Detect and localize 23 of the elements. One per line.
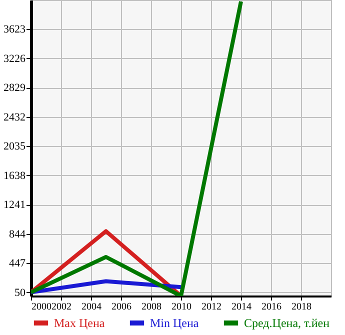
y-tick-label: 2432 [4, 111, 26, 124]
x-tick-label: 2006 [112, 302, 132, 312]
x-tick-label: 2016 [262, 302, 282, 312]
y-tick-label: 50 [14, 286, 26, 299]
x-tick-label: 2018 [292, 302, 312, 312]
y-tick-label: 1638 [4, 170, 26, 182]
x-tick-label: 2002 [52, 302, 72, 312]
y-tick-label: 844 [9, 228, 26, 240]
x-tick-label: 2012 [202, 302, 222, 312]
x-tick-label: 2010 [172, 302, 192, 312]
x-tick-label: 2000 [32, 302, 52, 312]
y-tick-label: 2829 [4, 82, 26, 94]
legend-label: Min Цена [150, 316, 200, 330]
y-tick-label: 1241 [4, 199, 26, 212]
x-tick-label: 2014 [232, 302, 252, 312]
y-tick-label: 2035 [4, 140, 26, 153]
y-tick-label: 3226 [4, 52, 26, 65]
legend-label: Max Цена [54, 316, 106, 330]
y-tick-label: 447 [9, 258, 26, 270]
x-tick-label: 2008 [142, 302, 162, 312]
legend-label: Сред.Цена, т.йен [244, 316, 330, 330]
x-tick-label: 2004 [82, 302, 102, 312]
y-tick-label: 3623 [4, 24, 26, 36]
